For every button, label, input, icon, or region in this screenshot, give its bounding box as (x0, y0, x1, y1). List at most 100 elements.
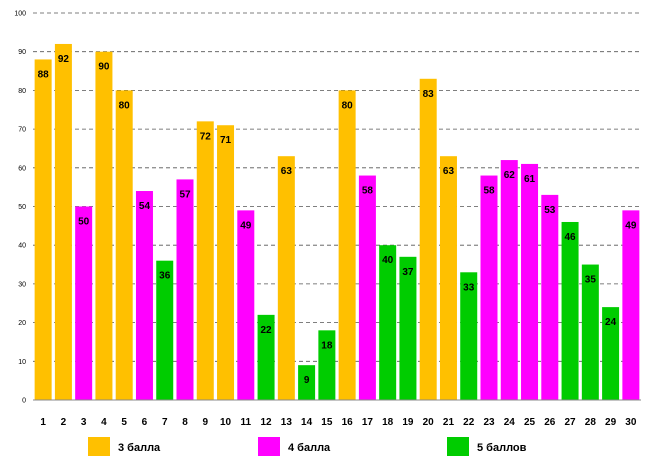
data-label: 80 (119, 100, 131, 111)
data-label: 36 (159, 271, 171, 282)
x-tick-label: 1 (40, 417, 46, 428)
data-label: 63 (443, 166, 455, 177)
bar-3 (75, 206, 93, 400)
x-tick-label: 14 (301, 417, 313, 428)
x-tick-label: 12 (261, 417, 273, 428)
bar-29 (602, 307, 620, 400)
x-tick-label: 8 (182, 417, 188, 428)
data-label: 88 (38, 69, 50, 80)
gridlines (33, 12, 641, 362)
bar-25 (521, 163, 539, 400)
bar-7 (156, 260, 174, 400)
bar-17 (358, 175, 376, 400)
x-tick-label: 27 (565, 417, 577, 428)
data-label: 50 (78, 217, 90, 228)
bar-27 (561, 221, 579, 400)
data-label: 61 (524, 174, 536, 185)
bar-5 (115, 90, 133, 401)
data-label: 72 (200, 131, 212, 142)
y-tick-label: 30 (18, 281, 26, 288)
bar-6 (135, 191, 153, 400)
y-tick-label: 70 (18, 127, 26, 134)
y-tick-label: 40 (18, 243, 26, 250)
legend: 3 балла 4 балла 5 баллов (88, 437, 527, 456)
data-label: 57 (179, 189, 191, 200)
data-label: 49 (240, 220, 252, 231)
bars (34, 43, 640, 401)
data-label: 90 (98, 62, 110, 73)
bar-14 (298, 365, 316, 400)
x-tick-label: 7 (162, 417, 168, 428)
y-tick-label: 50 (18, 204, 26, 211)
x-tick-label: 22 (463, 417, 475, 428)
y-tick-label: 10 (18, 359, 26, 366)
bar-20 (419, 78, 437, 400)
y-tick-label: 80 (18, 88, 26, 95)
data-label: 54 (139, 201, 151, 212)
data-label: 58 (362, 186, 374, 197)
x-axis-ticks: 1 2 3 4 5 6 7 8 9 10 11 12 13 14 15 16 17 18 19 20 21 22 23 24 2… (40, 417, 637, 428)
bar-23 (480, 175, 498, 400)
data-label: 58 (483, 186, 495, 197)
data-label: 22 (261, 325, 273, 336)
data-label: 71 (220, 135, 232, 146)
x-tick-label: 29 (605, 417, 617, 428)
x-tick-label: 2 (61, 417, 67, 428)
x-tick-label: 16 (342, 417, 354, 428)
legend-label: 5 баллов (477, 442, 527, 454)
data-label: 18 (321, 340, 333, 351)
bar-18 (379, 245, 397, 400)
bar-1 (34, 59, 52, 400)
x-tick-label: 19 (402, 417, 414, 428)
x-tick-label: 5 (121, 417, 127, 428)
x-tick-label: 24 (504, 417, 516, 428)
x-tick-label: 26 (544, 417, 556, 428)
x-tick-label: 4 (101, 417, 107, 428)
bar-24 (500, 160, 518, 400)
x-tick-label: 18 (382, 417, 394, 428)
bar-19 (399, 256, 417, 400)
x-tick-label: 10 (220, 417, 232, 428)
bar-4 (95, 51, 113, 400)
bar-10 (217, 125, 235, 400)
bar-2 (54, 43, 72, 401)
legend-label: 3 балла (118, 442, 161, 454)
y-tick-label: 20 (18, 320, 26, 327)
x-tick-label: 15 (321, 417, 333, 428)
legend-swatch (258, 437, 280, 456)
bar-16 (338, 90, 356, 401)
data-label: 37 (402, 267, 414, 278)
x-tick-label: 28 (585, 417, 597, 428)
data-label: 80 (342, 100, 354, 111)
data-label: 49 (625, 220, 637, 231)
data-label: 46 (565, 232, 577, 243)
x-tick-label: 3 (81, 417, 87, 428)
data-label: 40 (382, 255, 394, 266)
data-label: 92 (58, 54, 70, 65)
x-tick-label: 30 (625, 417, 637, 428)
y-tick-label: 60 (18, 165, 26, 172)
x-tick-label: 6 (142, 417, 148, 428)
y-tick-label: 0 (22, 398, 26, 405)
legend-swatch (447, 437, 469, 456)
bar-13 (277, 156, 295, 400)
x-tick-label: 9 (202, 417, 208, 428)
x-tick-label: 20 (423, 417, 435, 428)
x-tick-label: 11 (241, 417, 252, 428)
bar-26 (541, 194, 559, 400)
x-tick-label: 25 (524, 417, 536, 428)
bar-8 (176, 179, 194, 400)
legend-swatch (88, 437, 110, 456)
bar-12 (257, 314, 275, 400)
bar-15 (318, 330, 336, 400)
bar-9 (196, 121, 214, 401)
bar-11 (237, 210, 255, 400)
y-tick-label: 100 (14, 11, 26, 18)
y-axis-ticks: 0 10 20 30 40 50 60 70 80 90 100 (14, 11, 26, 405)
data-labels: 88 92 50 90 80 54 36 57 72 71 49 22 63 9 18 80 58 40 37 83 6… (38, 54, 637, 386)
bar-22 (460, 272, 478, 400)
x-tick-label: 13 (281, 417, 293, 428)
legend-label: 4 балла (288, 442, 331, 454)
data-label: 24 (605, 317, 617, 328)
